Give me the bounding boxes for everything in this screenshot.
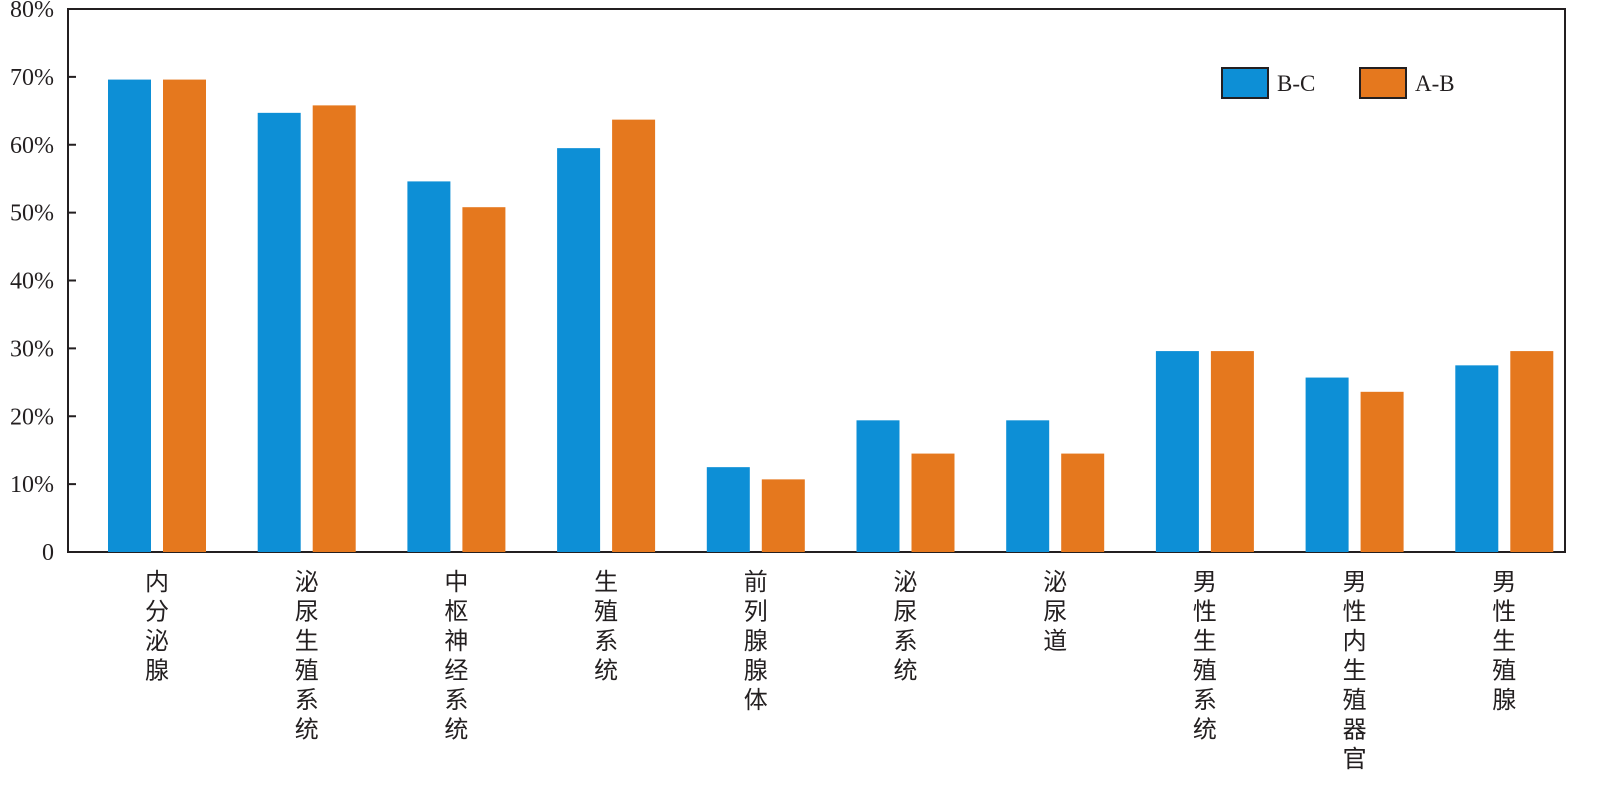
y-tick-label: 80% — [10, 0, 54, 23]
bars-group — [108, 79, 1554, 553]
bar-a-b-9 — [1360, 391, 1404, 552]
bar-b-c-2 — [257, 112, 301, 552]
x-category-label: 泌尿道 — [1043, 568, 1067, 655]
y-tick-label: 10% — [10, 472, 54, 498]
x-category-label: 泌尿生殖系统 — [295, 568, 319, 744]
bar-a-b-2 — [312, 105, 356, 552]
x-category-label: 男性生殖系统 — [1193, 568, 1217, 744]
bar-a-b-4 — [612, 119, 656, 552]
bar-a-b-6 — [911, 453, 955, 552]
x-category-label: 内分泌腺 — [145, 568, 169, 685]
bar-b-c-10 — [1455, 365, 1499, 552]
x-category-label: 男性内生殖器官 — [1343, 568, 1367, 773]
y-tick-label: 40% — [10, 269, 54, 295]
bar-a-b-8 — [1210, 351, 1254, 552]
x-axis: 内分泌腺 泌尿生殖系统 中枢神经系统 生殖系统 前列腺腺体 泌尿系统 泌尿道 男性生殖系统 男性… — [145, 568, 1516, 773]
bar-a-b-1 — [163, 79, 206, 552]
bar-b-c-6 — [856, 420, 900, 552]
legend: B-C A-B — [1221, 67, 1455, 99]
x-category-label: 生殖系统 — [594, 568, 618, 685]
y-tick-label: 60% — [10, 133, 54, 159]
y-tick-label: 0 — [42, 540, 54, 566]
y-tick-label: 50% — [10, 201, 54, 227]
bar-a-b-7 — [1061, 453, 1105, 552]
x-category-label: 中枢神经系统 — [444, 568, 468, 744]
bar-b-c-5 — [706, 467, 750, 552]
legend-swatch-b-c — [1221, 67, 1269, 99]
y-tick-label: 20% — [10, 404, 54, 430]
y-tick-label: 70% — [10, 65, 54, 91]
bar-a-b-5 — [761, 479, 805, 552]
bar-b-c-9 — [1305, 377, 1349, 552]
bar-b-c-4 — [557, 148, 601, 553]
x-category-label: 泌尿系统 — [894, 568, 918, 685]
bar-b-c-1 — [108, 79, 151, 552]
x-category-label: 男性生殖腺 — [1492, 568, 1516, 714]
bar-b-c-7 — [1006, 420, 1050, 552]
y-axis: 0 10% 20% 30% 40% 50% 60% 70% 80% — [10, 0, 76, 566]
x-category-label: 前列腺腺体 — [744, 568, 768, 714]
legend-swatch-a-b — [1359, 67, 1407, 99]
legend-label-a-b: A-B — [1415, 71, 1455, 96]
y-tick-label: 30% — [10, 336, 54, 362]
bar-b-c-8 — [1155, 351, 1199, 552]
legend-label-b-c: B-C — [1277, 71, 1315, 96]
bar-a-b-10 — [1510, 351, 1554, 552]
bar-a-b-3 — [462, 207, 506, 552]
bar-b-c-3 — [407, 181, 451, 552]
